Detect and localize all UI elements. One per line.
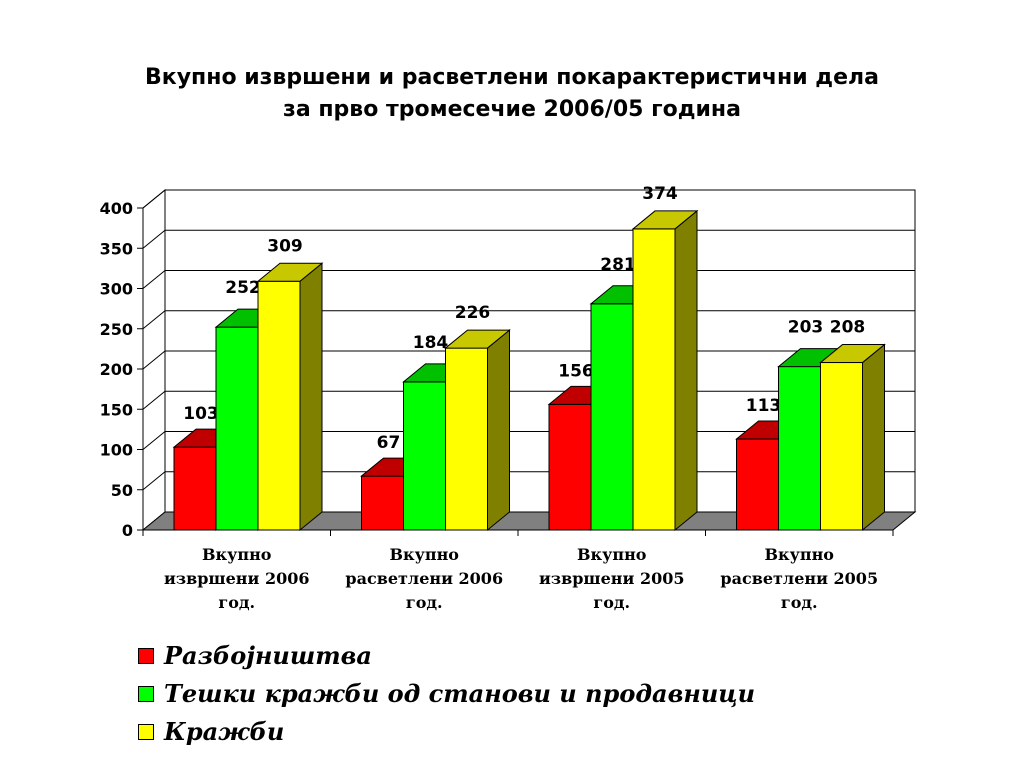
- bar: [361, 475, 404, 531]
- legend-label: Разбојништва: [164, 641, 372, 670]
- x-category-label: год.: [218, 593, 255, 612]
- gridline-side: [142, 229, 166, 249]
- y-tick-label: 50: [111, 481, 133, 500]
- y-tick-label: 250: [100, 320, 133, 339]
- x-category-label: Вкупно: [202, 545, 272, 564]
- bar: [632, 228, 676, 531]
- data-label: 67: [377, 433, 401, 453]
- y-tick-label: 300: [100, 280, 133, 299]
- gridline-side: [142, 471, 166, 491]
- x-category-label: год.: [593, 593, 630, 612]
- legend-label: Тешки кражби од станови и продавници: [164, 679, 756, 708]
- legend-swatch-yellow: [138, 724, 154, 740]
- data-label: 309: [267, 236, 303, 256]
- bar-side: [674, 209, 698, 532]
- bar-side: [487, 329, 510, 532]
- bar: [215, 326, 259, 531]
- y-tick-label: 400: [100, 199, 133, 218]
- gridline-side: [142, 270, 166, 289]
- gridline-side: [142, 350, 166, 370]
- bar: [778, 366, 821, 531]
- gridline-side: [142, 189, 166, 209]
- x-category-label: Вкупно: [390, 545, 460, 564]
- y-tick-label: 0: [122, 521, 133, 540]
- data-label: 203: [788, 318, 824, 338]
- y-tick-label: 100: [100, 441, 133, 460]
- data-label: 103: [183, 404, 219, 424]
- bar: [820, 362, 863, 531]
- data-label: 156: [558, 361, 594, 381]
- bar-side: [862, 343, 885, 532]
- legend-swatch-red: [138, 648, 154, 664]
- x-category-label: извршени 2005: [539, 569, 684, 588]
- chart-title-line-1: Вкупно извршени и расветлени покарактери…: [145, 65, 879, 90]
- data-label: 184: [413, 333, 449, 353]
- bar: [403, 381, 446, 531]
- gridline-side: [142, 390, 166, 410]
- data-label: 374: [642, 184, 678, 204]
- y-tick-label: 200: [100, 360, 133, 379]
- gridline-side: [142, 310, 166, 330]
- x-category-label: расветлени 2005: [720, 569, 878, 588]
- bar-top: [631, 210, 699, 230]
- bar-top: [256, 262, 324, 282]
- bar-top: [819, 344, 886, 364]
- x-category-label: Вкупно: [577, 545, 647, 564]
- chart-title-line-2: за прво тромесечие 2006/05 година: [283, 97, 741, 122]
- data-label: 113: [746, 396, 782, 416]
- data-label: 226: [455, 303, 491, 323]
- bar-side: [299, 262, 323, 532]
- x-category-label: извршени 2006: [164, 569, 309, 588]
- bar: [548, 403, 592, 531]
- x-category-label: расветлени 2006: [345, 569, 503, 588]
- bar: [736, 438, 779, 531]
- bar: [590, 303, 634, 531]
- data-label: 281: [600, 255, 636, 275]
- legend-label: Кражби: [164, 717, 285, 746]
- y-tick-label: 150: [100, 400, 133, 419]
- data-label: 252: [225, 278, 261, 298]
- x-category-label: год.: [406, 593, 443, 612]
- y-tick-label: 350: [100, 239, 133, 258]
- x-category-label: Вкупно: [765, 545, 835, 564]
- bar-top: [444, 329, 511, 349]
- bar: [173, 446, 217, 531]
- chart-title: Вкупно извршени и расветлени покарактери…: [0, 62, 1024, 126]
- bar: [257, 280, 301, 531]
- gridline-side: [142, 431, 166, 450]
- data-label: 208: [830, 318, 866, 338]
- legend-swatch-green: [138, 686, 154, 702]
- x-category-label: год.: [781, 593, 818, 612]
- bar: [445, 347, 488, 531]
